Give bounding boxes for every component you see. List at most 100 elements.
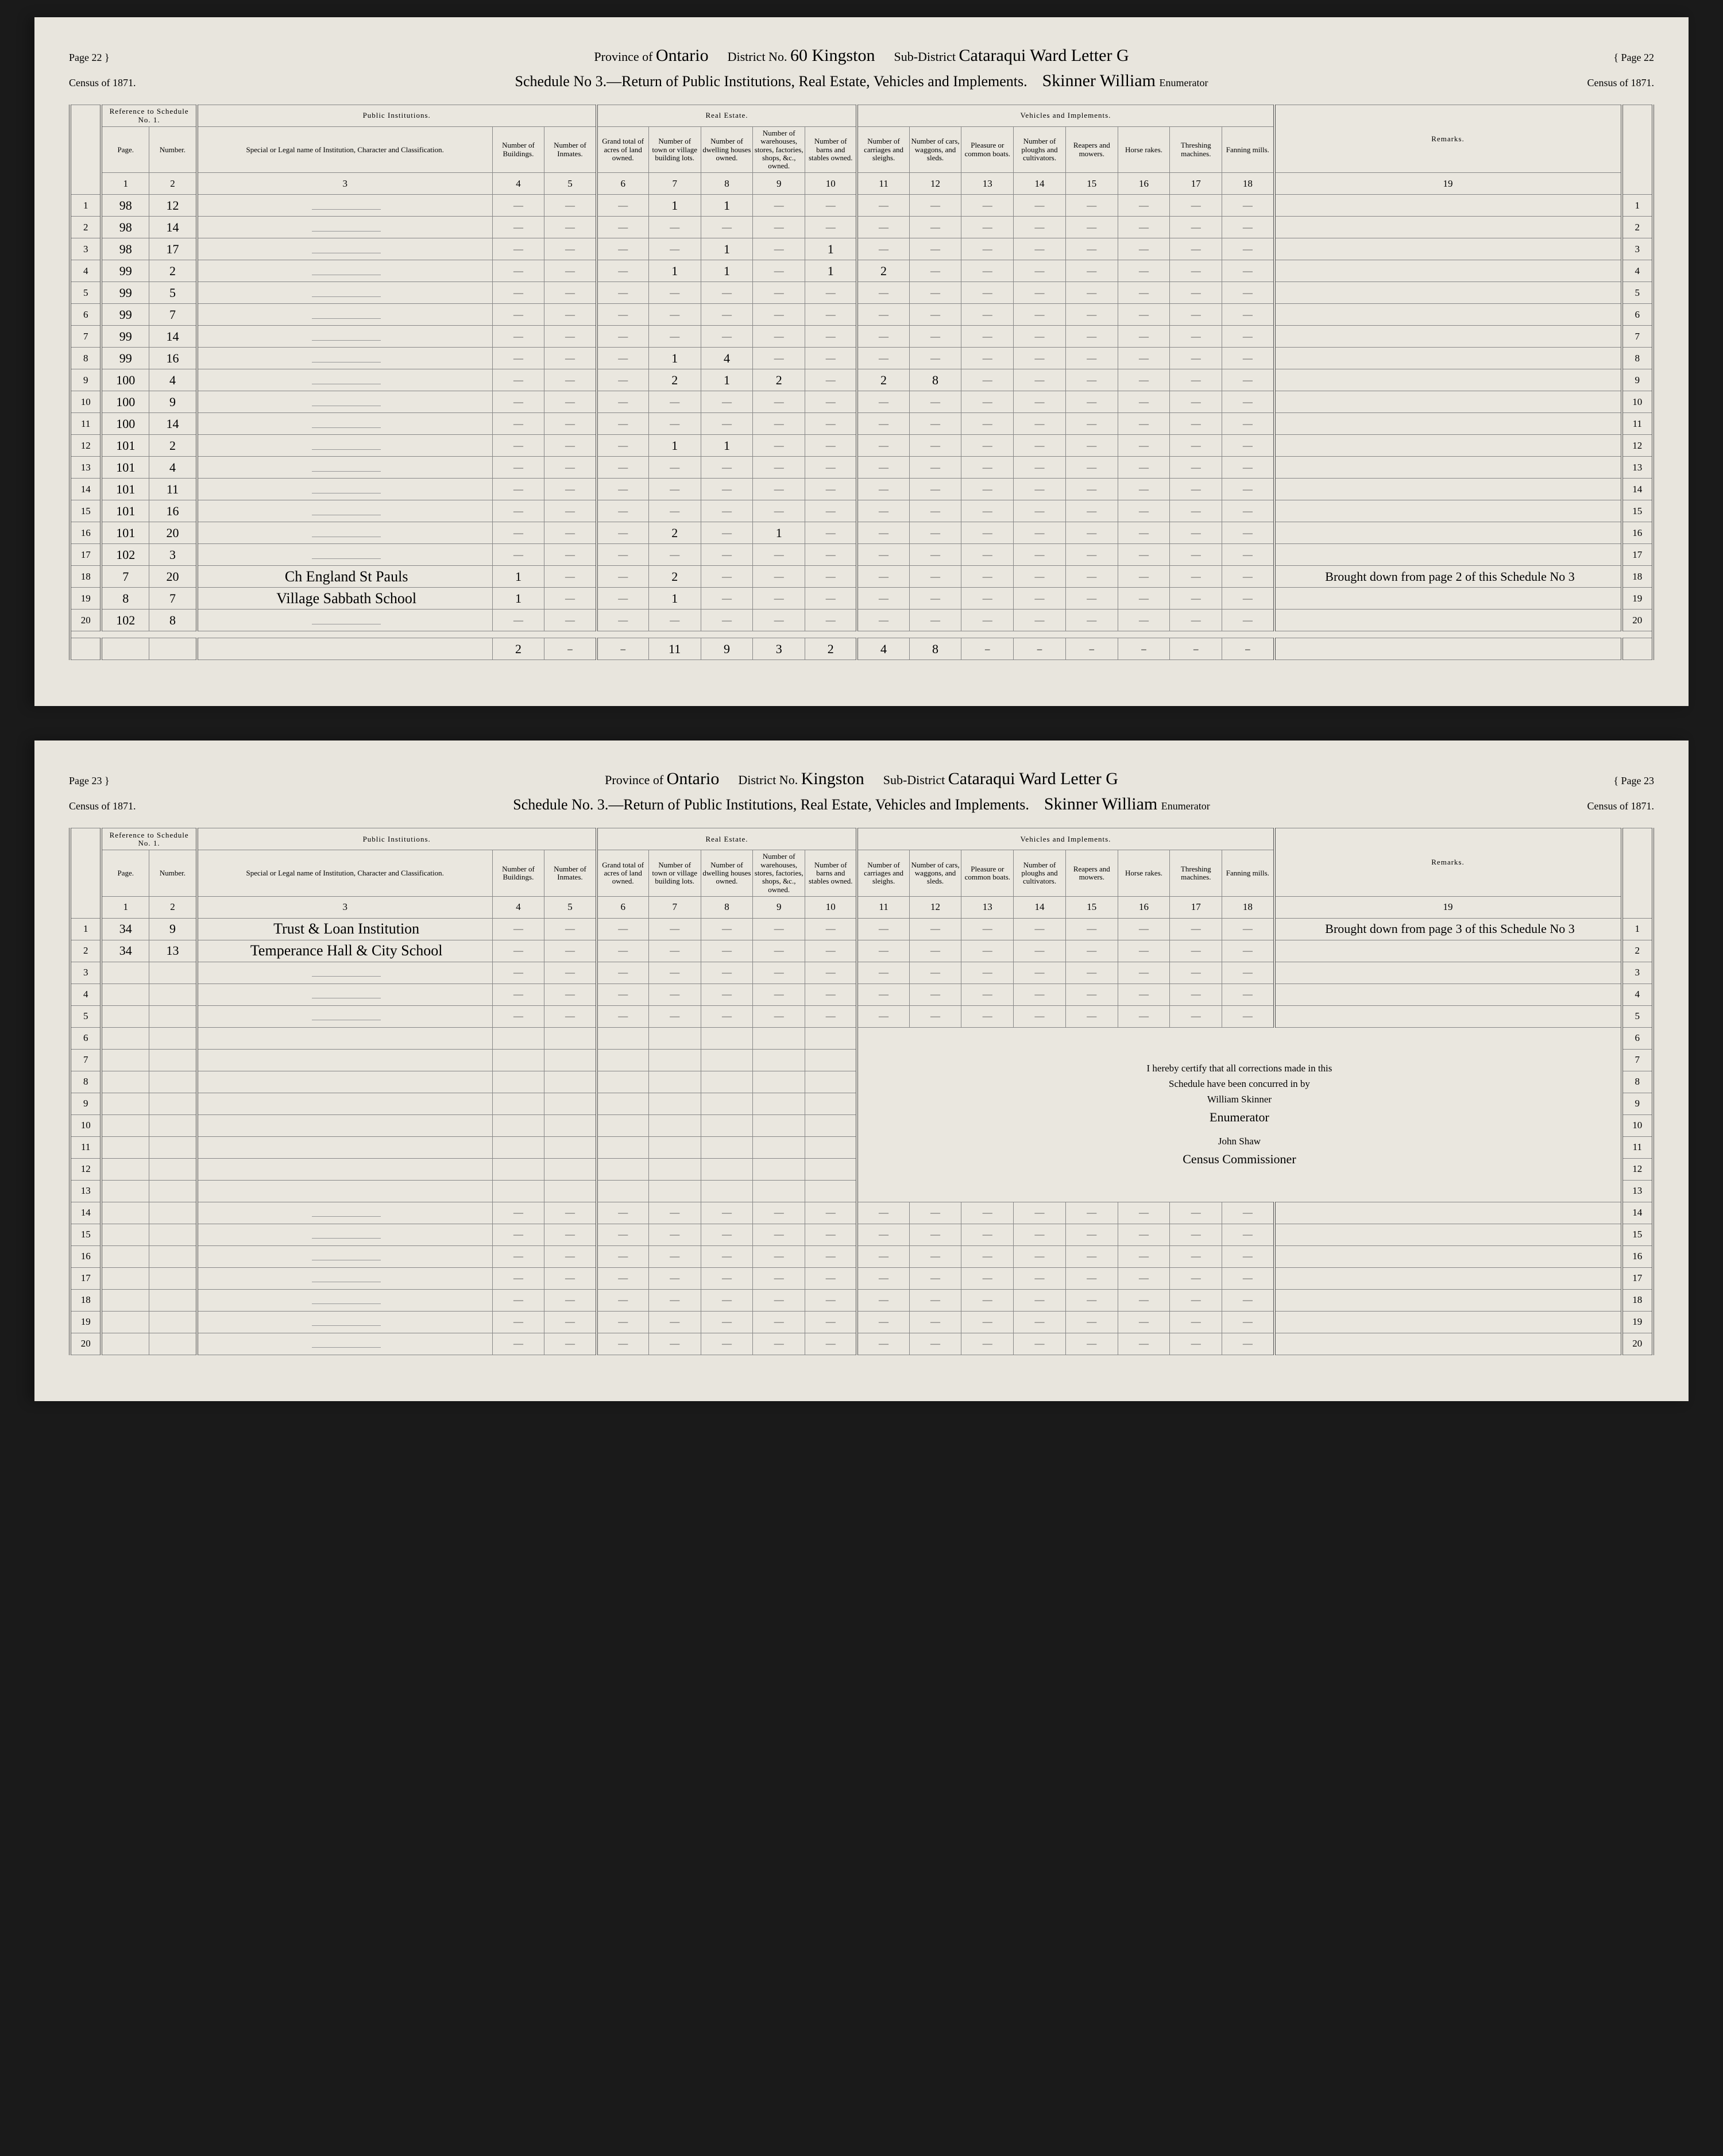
census-table-bottom: Reference to Schedule No. 1. Public Inst…	[69, 828, 1654, 1355]
section-rem: Remarks.	[1274, 105, 1622, 173]
h-acres: Grand total of acres of land owned.	[597, 127, 649, 173]
h-fan: Fanning mills.	[1222, 127, 1274, 173]
section-ref-b: Reference to Schedule No. 1.	[101, 828, 196, 850]
census-year-left-b: Census of 1871.	[69, 800, 184, 812]
h-plough-b: Number of ploughs and cultivators.	[1014, 850, 1066, 896]
table-row: 13 101 4 —— ————— ———————— 13	[70, 457, 1653, 479]
census-year-left: Census of 1871.	[69, 77, 184, 89]
h-inst-b: Special or Legal name of Institution, Ch…	[197, 850, 492, 896]
province-label: Province of	[594, 49, 652, 64]
subdistrict-value: Cataraqui Ward Letter G	[959, 46, 1129, 65]
h-thresh-b: Threshing machines.	[1170, 850, 1222, 896]
h-inm-b: Number of Inmates.	[544, 850, 597, 896]
province-label-b: Province of	[605, 773, 663, 787]
page-label-right-b: Page 23	[1621, 775, 1655, 786]
section-pub: Public Institutions.	[197, 105, 597, 127]
header-line-1: Page 22 } Province of Ontario District N…	[69, 46, 1654, 65]
table-row: 5 —— ————— ———————— 5	[70, 1005, 1653, 1027]
district-label-b: District No.	[738, 773, 798, 787]
h-reap: Reapers and mowers.	[1065, 127, 1118, 173]
h-rake-b: Horse rakes.	[1118, 850, 1170, 896]
table-row: 3 —— ————— ———————— 3	[70, 962, 1653, 983]
table-row: 6 I hereby certify that all corrections …	[70, 1027, 1653, 1049]
district-value-b: Kingston	[801, 769, 864, 788]
table-row: 19 8 7 Village Sabbath School 1— —1——— —…	[70, 588, 1653, 610]
page-label-left-b: Page 23	[69, 775, 102, 786]
schedule-title-b: Schedule No. 3.—Return of Public Institu…	[513, 796, 1029, 813]
h-number-b: Number.	[149, 850, 197, 896]
subdistrict-label: Sub-District	[894, 49, 956, 64]
h-thresh: Threshing machines.	[1170, 127, 1222, 173]
table-row: 10 100 9 —— ————— ———————— 10	[70, 391, 1653, 413]
census-year-right: Census of 1871.	[1539, 77, 1654, 89]
table-row: 16 —— ————— ———————— 16	[70, 1245, 1653, 1267]
h-plough: Number of ploughs and cultivators.	[1014, 127, 1066, 173]
h-boats: Pleasure or common boats.	[961, 127, 1014, 173]
h-inm: Number of Inmates.	[544, 127, 597, 173]
table-row: 12 101 2 —— —11—— ———————— 12	[70, 435, 1653, 457]
province-value-b: Ontario	[667, 769, 720, 788]
schedule-title: Schedule No 3.—Return of Public Institut…	[515, 73, 1027, 90]
enumerator-label-b: Enumerator	[1161, 800, 1210, 812]
table-row: 11 100 14 —— ————— ———————— 11	[70, 413, 1653, 435]
totals-row: 2– –11 93 2 4 8 ––––––	[70, 638, 1653, 660]
h-wag: Number of cars, waggons, and sleds.	[909, 127, 961, 173]
section-real: Real Estate.	[597, 105, 857, 127]
table-row: 2 98 14 —— ————— ———————— 2	[70, 217, 1653, 238]
table-row: 5 99 5 —— ————— ———————— 5	[70, 282, 1653, 304]
table-row: 18 7 20 Ch England St Pauls 1— —2——— ———…	[70, 566, 1653, 588]
table-row: 1 34 9 Trust & Loan Institution —— —————…	[70, 918, 1653, 940]
enumerator-name-b: Skinner William	[1044, 794, 1157, 813]
h-dwell: Number of dwelling houses owned.	[701, 127, 753, 173]
page-label-left: Page 22	[69, 52, 102, 63]
table-row: 20 102 8 —— ————— ———————— 20	[70, 610, 1653, 631]
table-row: 4 99 2 —— —11—1 2——————— 4	[70, 260, 1653, 282]
table-row: 8 99 16 —— —14—— ———————— 8	[70, 348, 1653, 369]
table-row: 14 —— ————— ———————— 14	[70, 1202, 1653, 1224]
h-acres-b: Grand total of acres of land owned.	[597, 850, 649, 896]
h-bld: Number of Buildings.	[492, 127, 544, 173]
section-real-b: Real Estate.	[597, 828, 857, 850]
h-barns-b: Number of barns and stables owned.	[805, 850, 857, 896]
table-row: 16 101 20 —— —2—1— ———————— 16	[70, 522, 1653, 544]
h-ware-b: Number of warehouses, stores, factories,…	[753, 850, 805, 896]
table-row: 19 —— ————— ———————— 19	[70, 1311, 1653, 1333]
table-row: 9 100 4 —— —212— 28—————— 9	[70, 369, 1653, 391]
header-line-1b: Page 23 } Province of Ontario District N…	[69, 769, 1654, 789]
h-carr: Number of carriages and sleighs.	[857, 127, 909, 173]
table-row: 4 —— ————— ———————— 4	[70, 983, 1653, 1005]
h-fan-b: Fanning mills.	[1222, 850, 1274, 896]
certification-block: I hereby certify that all corrections ma…	[857, 1027, 1621, 1202]
province-value: Ontario	[656, 46, 709, 65]
section-ref: Reference to Schedule No. 1.	[101, 105, 196, 127]
section-rem-b: Remarks.	[1274, 828, 1622, 896]
table-row: 14 101 11 —— ————— ———————— 14	[70, 479, 1653, 500]
h-barns: Number of barns and stables owned.	[805, 127, 857, 173]
header-line-2: Census of 1871. Schedule No 3.—Return of…	[69, 68, 1654, 102]
subdistrict-value-b: Cataraqui Ward Letter G	[948, 769, 1118, 788]
h-ware: Number of warehouses, stores, factories,…	[753, 127, 805, 173]
page-label-right: Page 22	[1621, 52, 1655, 63]
table-row: 6 99 7 —— ————— ———————— 6	[70, 304, 1653, 326]
h-lots-b: Number of town or village building lots.	[648, 850, 701, 896]
enumerator-name: Skinner William	[1042, 71, 1156, 90]
census-table-top: Reference to Schedule No. 1. Public Inst…	[69, 105, 1654, 660]
district-value: 60 Kingston	[790, 46, 875, 65]
h-inst: Special or Legal name of Institution, Ch…	[197, 127, 492, 173]
table-row: 2 34 13 Temperance Hall & City School ——…	[70, 940, 1653, 962]
census-page-23: Page 23 } Province of Ontario District N…	[34, 740, 1689, 1401]
enumerator-label: Enumerator	[1159, 77, 1208, 88]
h-lots: Number of town or village building lots.	[648, 127, 701, 173]
table-row: 15 101 16 —— ————— ———————— 15	[70, 500, 1653, 522]
table-row: 3 98 17 —— ——1—1 ———————— 3	[70, 238, 1653, 260]
section-veh-b: Vehicles and Implements.	[857, 828, 1274, 850]
h-carr-b: Number of carriages and sleighs.	[857, 850, 909, 896]
h-rake: Horse rakes.	[1118, 127, 1170, 173]
h-number: Number.	[149, 127, 197, 173]
h-page-b: Page.	[101, 850, 149, 896]
table-row: 17 —— ————— ———————— 17	[70, 1267, 1653, 1289]
table-row: 1 98 12 —— —11—— ———————— 1	[70, 195, 1653, 217]
section-veh: Vehicles and Implements.	[857, 105, 1274, 127]
section-pub-b: Public Institutions.	[197, 828, 597, 850]
district-label: District No.	[728, 49, 787, 64]
